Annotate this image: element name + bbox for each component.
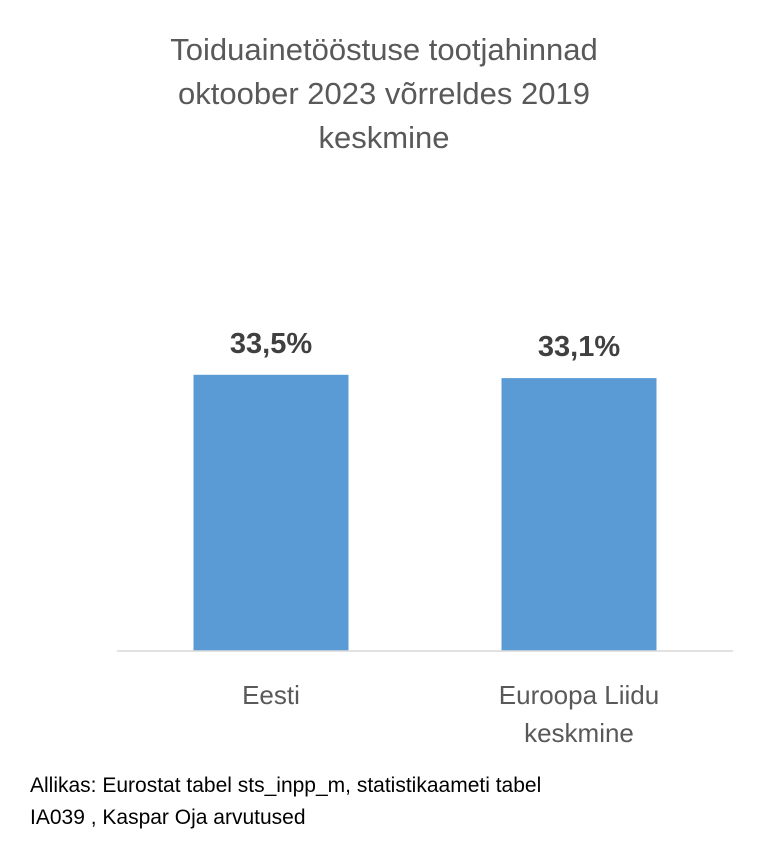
source-note-line-1: Allikas: Eurostat tabel sts_inpp_m, stat… xyxy=(30,774,542,797)
bar-2 xyxy=(501,378,657,651)
data-label-2: 33,1% xyxy=(538,331,620,363)
chart-title-line-3: keskmine xyxy=(318,120,450,155)
category-label-1-line-1: Eesti xyxy=(242,680,300,710)
data-label-1: 33,5% xyxy=(230,328,312,360)
category-label-2-line-2: keskmine xyxy=(524,718,634,748)
chart-title-line-1: Toiduainetööstuse tootjahinnad xyxy=(170,32,598,67)
chart-title: Toiduainetööstuse tootjahinnad oktoober … xyxy=(0,28,768,160)
bar-1 xyxy=(193,374,349,651)
chart-title-line-2: oktoober 2023 võrreldes 2019 xyxy=(178,76,590,111)
category-label-2-line-1: Euroopa Liidu xyxy=(499,680,659,710)
source-note-line-2: IA039 , Kaspar Oja arvutused xyxy=(30,806,306,829)
source-note: Allikas: Eurostat tabel sts_inpp_m, stat… xyxy=(30,770,750,834)
